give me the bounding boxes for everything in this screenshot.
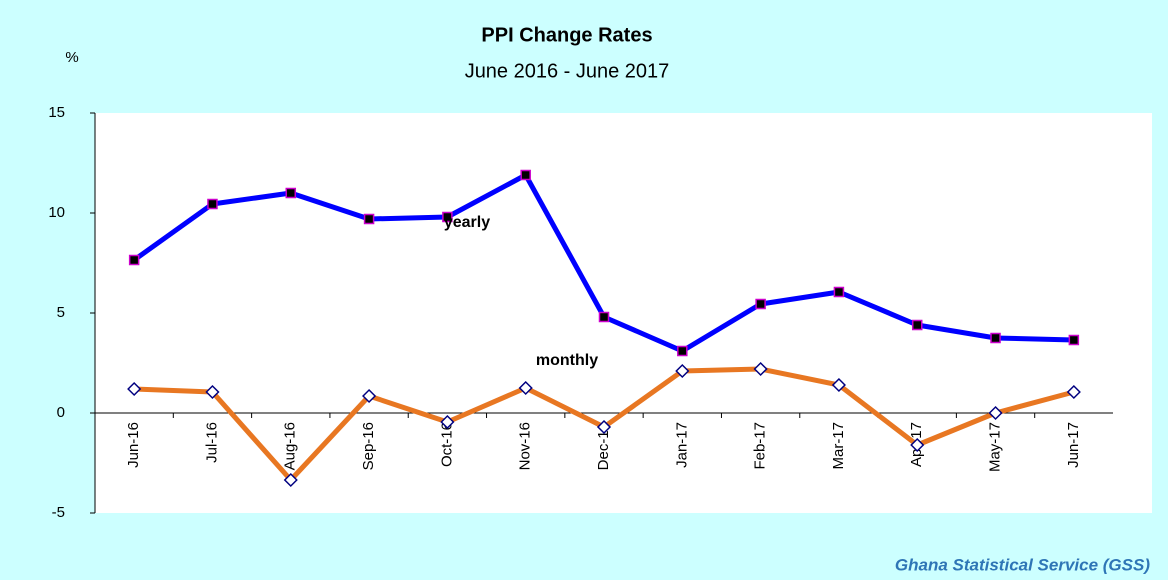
y-tick-label: 0 xyxy=(57,404,65,421)
data-point xyxy=(285,187,297,199)
data-point xyxy=(363,213,375,225)
data-point xyxy=(520,169,531,181)
x-tick-label: Jul-16 xyxy=(203,422,220,463)
data-point xyxy=(598,311,610,323)
data-point xyxy=(440,414,455,430)
series-label: yearly xyxy=(444,214,490,231)
data-point xyxy=(755,298,766,310)
data-point xyxy=(910,437,925,453)
x-tick-label: Aug-16 xyxy=(282,422,299,470)
data-point xyxy=(990,332,1001,344)
x-tick-label: Jun-17 xyxy=(1065,422,1082,468)
data-point xyxy=(128,254,140,266)
data-point xyxy=(753,361,768,377)
data-point xyxy=(442,211,453,223)
data-point xyxy=(833,286,845,298)
data-point xyxy=(127,381,142,397)
data-point xyxy=(988,405,1003,421)
data-point xyxy=(205,384,220,400)
y-tick-label: 15 xyxy=(48,104,65,121)
y-tick-label: 5 xyxy=(57,304,65,321)
source-note: Ghana Statistical Service (GSS) xyxy=(895,555,1150,574)
y-tick-label: -5 xyxy=(52,504,65,521)
x-tick-label: Nov-16 xyxy=(517,422,534,470)
data-point xyxy=(831,377,846,393)
data-point xyxy=(1068,334,1080,346)
x-tick-label: Jun-16 xyxy=(125,422,142,468)
data-point xyxy=(911,319,923,331)
series-label: monthly xyxy=(536,352,598,369)
x-tick-label: May-17 xyxy=(987,422,1004,472)
data-point xyxy=(1066,384,1081,400)
data-point xyxy=(518,380,533,396)
x-tick-label: Sep-16 xyxy=(360,422,377,470)
data-point xyxy=(596,419,612,435)
data-point xyxy=(677,345,688,357)
x-tick-label: Jan-17 xyxy=(673,422,690,468)
data-point xyxy=(283,472,298,488)
data-point xyxy=(362,388,377,404)
chart-subtitle: June 2016 - June 2017 xyxy=(465,60,670,82)
x-tick-label: Feb-17 xyxy=(752,422,769,470)
x-tick-label: Oct-16 xyxy=(438,422,455,467)
y-tick-label: 10 xyxy=(48,204,65,221)
x-tick-label: Dec-16 xyxy=(595,422,612,470)
chart-title: PPI Change Rates xyxy=(481,24,652,46)
data-point xyxy=(207,198,218,210)
x-tick-label: Mar-17 xyxy=(830,422,847,470)
data-point xyxy=(675,363,690,379)
plot-area xyxy=(95,113,1152,513)
y-axis-label: % xyxy=(65,49,78,66)
